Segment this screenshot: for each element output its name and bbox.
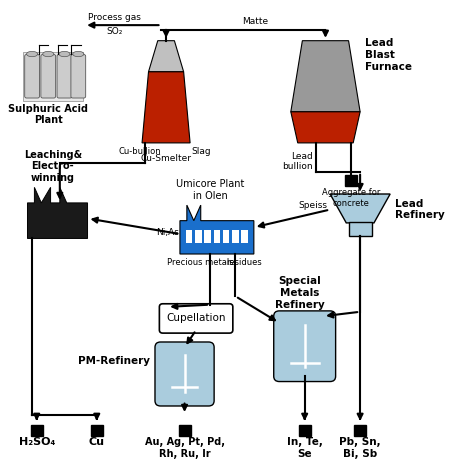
Text: SO₂: SO₂ <box>106 27 122 36</box>
Ellipse shape <box>27 51 37 57</box>
Bar <box>23 52 83 100</box>
Text: Slag: Slag <box>191 148 211 156</box>
Text: Umicore Plant
in Olen: Umicore Plant in Olen <box>176 179 244 201</box>
Polygon shape <box>180 205 254 254</box>
Text: Lead
bullion: Lead bullion <box>282 152 312 171</box>
Text: Ni,As: Ni,As <box>155 228 179 237</box>
Text: Process gas: Process gas <box>88 12 140 22</box>
Text: Cu-bullion: Cu-bullion <box>119 148 162 156</box>
Bar <box>31 425 43 436</box>
FancyBboxPatch shape <box>57 54 72 98</box>
Text: PM-Refinery: PM-Refinery <box>78 355 150 366</box>
Text: Precious metals: Precious metals <box>167 259 234 267</box>
Bar <box>345 175 357 186</box>
Polygon shape <box>291 41 360 112</box>
Text: Special
Metals
Refinery: Special Metals Refinery <box>275 276 325 309</box>
Bar <box>299 425 310 436</box>
Text: Cupellation: Cupellation <box>166 313 226 324</box>
Polygon shape <box>148 41 183 72</box>
Text: Matte: Matte <box>242 17 268 26</box>
Polygon shape <box>142 72 190 143</box>
Text: Sulphuric Acid
Plant: Sulphuric Acid Plant <box>8 104 88 125</box>
Bar <box>348 222 372 236</box>
FancyBboxPatch shape <box>273 311 336 382</box>
Bar <box>186 230 192 243</box>
Text: In, Te,
Se: In, Te, Se <box>287 437 323 459</box>
FancyBboxPatch shape <box>71 54 86 98</box>
Text: Lead
Refinery: Lead Refinery <box>395 199 445 220</box>
Bar <box>232 230 238 243</box>
Bar <box>223 230 229 243</box>
Text: Cu-Smelter: Cu-Smelter <box>141 154 191 163</box>
Ellipse shape <box>59 51 70 57</box>
Text: Cu: Cu <box>89 437 105 447</box>
Text: Speiss: Speiss <box>299 201 328 210</box>
Text: Pb, Sn,
Bi, Sb: Pb, Sn, Bi, Sb <box>339 437 381 459</box>
Text: Leaching&
Electro-
winning: Leaching& Electro- winning <box>24 150 82 183</box>
FancyBboxPatch shape <box>41 54 55 98</box>
Ellipse shape <box>43 51 54 57</box>
Bar <box>91 425 103 436</box>
Bar <box>179 425 191 436</box>
Bar <box>195 230 201 243</box>
Polygon shape <box>291 112 360 143</box>
FancyBboxPatch shape <box>155 342 214 406</box>
Bar <box>354 425 366 436</box>
FancyBboxPatch shape <box>25 54 39 98</box>
Ellipse shape <box>73 51 84 57</box>
Text: Lead
Blast
Furnace: Lead Blast Furnace <box>365 38 412 71</box>
Bar <box>204 230 211 243</box>
Text: Aggregate for
concrete: Aggregate for concrete <box>322 188 380 207</box>
Polygon shape <box>27 187 88 238</box>
Text: residues: residues <box>227 259 263 267</box>
Bar <box>214 230 220 243</box>
FancyBboxPatch shape <box>159 304 233 333</box>
Bar <box>241 230 248 243</box>
Polygon shape <box>330 194 390 223</box>
Text: Au, Ag, Pt, Pd,
Rh, Ru, Ir: Au, Ag, Pt, Pd, Rh, Ru, Ir <box>145 437 225 459</box>
Text: H₂SO₄: H₂SO₄ <box>18 437 55 447</box>
